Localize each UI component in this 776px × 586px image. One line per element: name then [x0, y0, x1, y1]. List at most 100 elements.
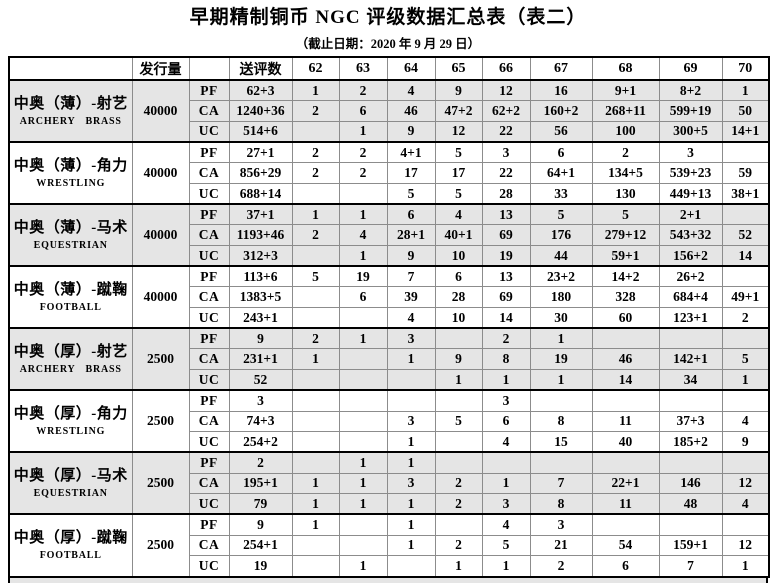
grade-69-cell: 142+1: [658, 348, 723, 371]
grade-66-cell: [481, 451, 531, 474]
coin-name-cell: 中奥（薄）-马术 EQUESTRIAN: [8, 203, 133, 267]
submitted-count-cell: 856+29: [228, 162, 293, 184]
grade-67-cell: 21: [529, 534, 593, 557]
submitted-count-cell: 195+1: [228, 472, 293, 495]
grade-62-cell: 1: [291, 79, 340, 102]
grade-62-cell: 1: [291, 493, 340, 515]
grade-64-cell: 7: [386, 265, 436, 288]
submitted-count-cell: 231+1: [228, 348, 293, 371]
grade-62-cell: [291, 307, 340, 329]
grade-63-cell: 2: [338, 162, 388, 184]
issue-qty-cell: 2500: [131, 389, 190, 453]
grade-67-cell: [529, 389, 593, 412]
table-body: 中奥（薄）-射艺 ARCHERY BRASS 40000 PF 62+3 1 2 4 9 12 16…: [8, 78, 770, 578]
grade-68-cell: 5: [591, 203, 660, 226]
grade-63-cell: [338, 410, 388, 433]
grade-68-cell: 6: [591, 555, 660, 577]
grade-65-cell: 12: [434, 120, 483, 143]
issue-qty-cell: 40000: [131, 203, 190, 267]
grade-69-cell: 8+2: [658, 79, 723, 102]
header-type-blank: [188, 56, 230, 81]
data-row-6-uc: UC 79 1 1 1 2 3 8 11 48 4: [9, 493, 770, 515]
header-grade-70: 70: [721, 56, 770, 81]
grade-66-cell: 3: [481, 493, 531, 515]
strike-type-cell: UC: [188, 369, 230, 391]
grade-65-cell: [434, 513, 483, 536]
grade-62-cell: [291, 245, 340, 267]
page-subtitle: （截止日期：2020 年 9 月 29 日）: [295, 37, 481, 51]
coin-name-english: FOOTBALL: [39, 549, 102, 561]
grade-62-cell: 1: [291, 513, 340, 536]
grade-67-cell: [529, 451, 593, 474]
coin-name-chinese: 中奥（薄）-角力: [13, 157, 128, 174]
header-grade-69: 69: [658, 56, 723, 81]
grade-69-cell: 2+1: [658, 203, 723, 226]
submitted-count-cell: 113+6: [228, 265, 293, 288]
submitted-count-cell: 1193+46: [228, 224, 293, 246]
grade-63-cell: [338, 431, 388, 453]
grade-62-cell: [291, 286, 340, 309]
strike-type-cell: PF: [188, 389, 230, 412]
grade-64-cell: 1: [386, 451, 436, 474]
grade-70-cell: [721, 451, 770, 474]
coin-name-english: WRESTLING: [36, 177, 106, 189]
submitted-count-cell: 688+14: [228, 182, 293, 205]
submitted-count-cell: 62+3: [228, 79, 293, 102]
data-row-7-pf: 中奥（厚）-蹴鞠 FOOTBALL 2500 PF 9 1 1 4 3: [8, 513, 770, 578]
grade-62-cell: 1: [291, 203, 340, 226]
grade-68-cell: 11: [591, 410, 660, 433]
grade-64-cell: 1: [386, 513, 436, 536]
grade-70-cell: 59: [721, 162, 770, 184]
submitted-count-cell: 254+2: [228, 431, 293, 453]
grade-70-cell: [721, 513, 770, 536]
grade-64-cell: 1: [386, 348, 436, 371]
grade-63-cell: 1: [338, 472, 388, 495]
grade-68-cell: 60: [591, 307, 660, 329]
coin-name-cell: 中奥（厚）-蹴鞠 FOOTBALL: [8, 513, 133, 578]
data-row-0-uc: UC 514+6 1 9 12 22 56 100 300+5 14+1: [9, 120, 770, 143]
grade-62-cell: [291, 369, 340, 391]
header-grade-66: 66: [481, 56, 531, 81]
submitted-count-cell: 79: [228, 493, 293, 515]
grade-67-cell: 1: [529, 327, 593, 350]
data-row-5-pf: 中奥（厚）-角力 WRESTLING 2500 PF 3 3: [8, 389, 770, 453]
coin-name-chinese: 中奥（薄）-蹴鞠: [13, 281, 128, 298]
grade-66-cell: 22: [481, 162, 531, 184]
grade-68-cell: 130: [591, 182, 660, 205]
data-row-3-uc: UC 243+1 4 10 14 30 60 123+1 2: [9, 307, 770, 329]
grade-69-cell: 185+2: [658, 431, 723, 453]
data-row-7-uc: UC 19 1 1 1 2 6 7 1: [9, 555, 770, 577]
strike-type-cell: PF: [188, 203, 230, 226]
grade-67-cell: 1: [529, 369, 593, 391]
grade-69-cell: 48: [658, 493, 723, 515]
grade-70-cell: 12: [721, 534, 770, 557]
data-row-0-pf: 中奥（薄）-射艺 ARCHERY BRASS 40000 PF 62+3 1 2 4 9 12 16…: [8, 78, 770, 143]
grade-67-cell: 19: [529, 348, 593, 371]
page-title: 早期精制铜币 NGC 评级数据汇总表（表二）: [189, 7, 587, 28]
grade-68-cell: [591, 451, 660, 474]
strike-type-cell: CA: [188, 224, 230, 246]
grade-64-cell: [386, 555, 436, 577]
submitted-count-cell: 1383+5: [228, 286, 293, 309]
strike-type-cell: PF: [188, 265, 230, 288]
grade-64-cell: 17: [386, 162, 436, 184]
coin-name-cell: 中奥（薄）-射艺 ARCHERY BRASS: [8, 78, 133, 143]
grade-70-cell: 1: [721, 79, 770, 102]
issue-qty-cell: 40000: [131, 78, 190, 143]
submitted-count-cell: 19: [228, 555, 293, 577]
grade-70-cell: 4: [721, 493, 770, 515]
strike-type-cell: PF: [188, 141, 230, 164]
submitted-count-cell: 1240+36: [228, 100, 293, 122]
grade-70-cell: 4: [721, 410, 770, 433]
grade-65-cell: 2: [434, 472, 483, 495]
coin-name-chinese: 中奥（薄）-马术: [13, 219, 128, 236]
grade-64-cell: 1: [386, 493, 436, 515]
strike-type-cell: PF: [188, 513, 230, 536]
grade-67-cell: 6: [529, 141, 593, 164]
grade-66-cell: 8: [481, 348, 531, 371]
grade-62-cell: [291, 410, 340, 433]
grade-68-cell: 54: [591, 534, 660, 557]
grade-62-cell: 1: [291, 472, 340, 495]
strike-type-cell: CA: [188, 534, 230, 557]
header-grade-64: 64: [386, 56, 436, 81]
